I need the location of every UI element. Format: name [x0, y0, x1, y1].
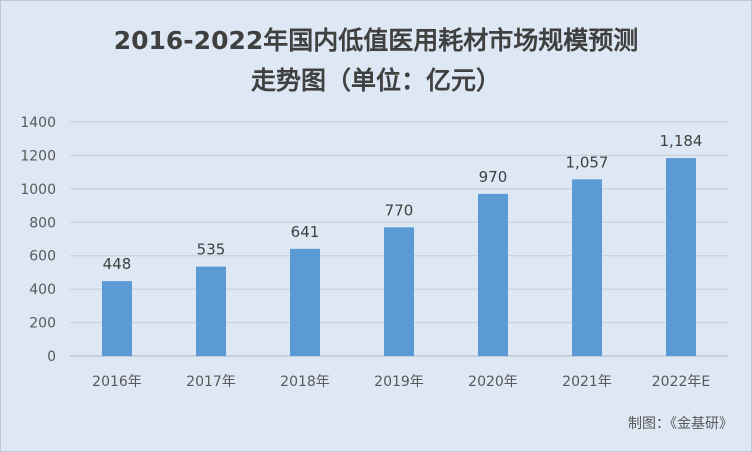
x-tick-label: 2019年 [374, 374, 424, 390]
x-tick-label: 2020年 [468, 374, 518, 390]
y-tick-label: 200 [29, 316, 56, 332]
y-tick-label: 600 [29, 249, 56, 265]
bar [384, 227, 414, 356]
y-tick-label: 400 [29, 282, 56, 298]
bar [102, 281, 132, 356]
bar [196, 266, 226, 356]
bar [290, 248, 320, 356]
x-tick-label: 2018年 [280, 374, 330, 390]
y-tick-label: 800 [29, 215, 56, 231]
x-tick-label: 2017年 [186, 374, 236, 390]
chart-title-line2: 走势图（单位：亿元） [250, 66, 501, 95]
data-label: 770 [385, 201, 414, 219]
y-tick-label: 1200 [20, 148, 56, 164]
x-tick-label: 2022年E [652, 374, 710, 390]
data-label: 970 [479, 168, 508, 186]
source-note: 制图：《金基研》 [628, 416, 733, 432]
bar [478, 193, 508, 356]
data-label: 1,184 [660, 132, 703, 150]
chart-title-line1: 2016-2022年国内低值医用耗材市场规模预测 [113, 26, 639, 55]
x-tick-label: 2021年 [562, 374, 612, 390]
data-label: 641 [291, 223, 320, 241]
data-label: 1,057 [566, 153, 609, 171]
data-label: 535 [197, 241, 226, 259]
y-tick-label: 1400 [20, 115, 56, 131]
bar [666, 158, 696, 356]
y-tick-label: 1000 [20, 182, 56, 198]
data-label: 448 [103, 255, 132, 273]
bar [572, 179, 602, 356]
x-tick-label: 2016年 [92, 374, 142, 390]
y-tick-label: 0 [47, 349, 56, 365]
